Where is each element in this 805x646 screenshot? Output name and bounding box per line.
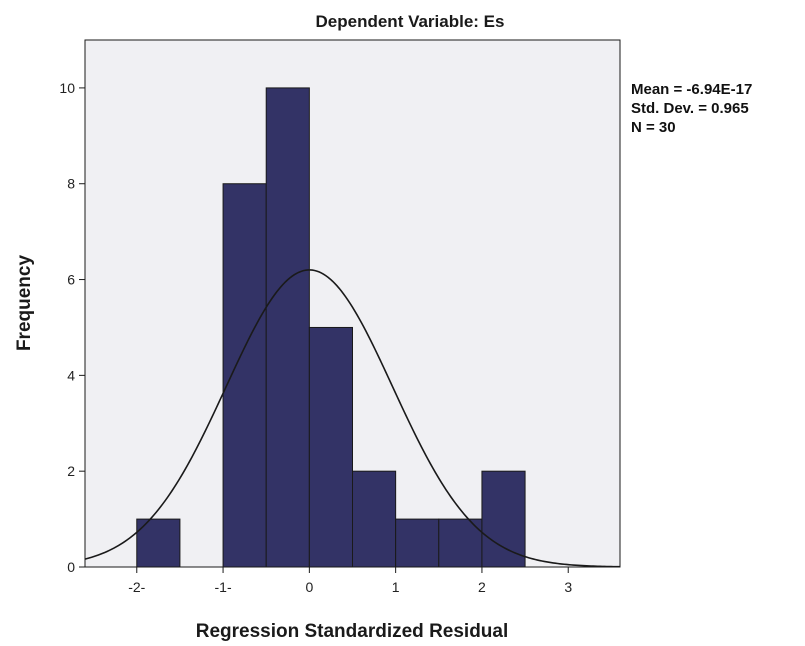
histogram-bar-3 bbox=[265, 87, 310, 568]
histogram-bar-0 bbox=[136, 518, 181, 568]
histogram-bar-8 bbox=[481, 470, 526, 568]
y-axis-label: Frequency bbox=[14, 255, 35, 352]
x-tick-label-3: 1 bbox=[392, 579, 400, 595]
stats-std-dev: Std. Dev. = 0.965 bbox=[631, 100, 749, 117]
x-tick-label-2: 0 bbox=[305, 579, 313, 595]
stats-mean: Mean = -6.94E-17 bbox=[631, 81, 752, 98]
stats-n: N = 30 bbox=[631, 119, 676, 136]
summary-stats: Mean = -6.94E-17 Std. Dev. = 0.965 N = 3… bbox=[631, 81, 752, 136]
chart-title: Dependent Variable: Es bbox=[316, 12, 505, 31]
x-axis-label: Regression Standardized Residual bbox=[196, 621, 509, 642]
x-tick-label-5: 3 bbox=[564, 579, 572, 595]
y-tick-label-2: 4 bbox=[67, 367, 75, 383]
histogram-bar-6 bbox=[395, 518, 440, 568]
y-tick-label-4: 8 bbox=[67, 176, 75, 192]
histogram-bars bbox=[136, 87, 526, 568]
y-tick-label-3: 6 bbox=[67, 272, 75, 288]
x-tick-label-1: -1- bbox=[215, 579, 232, 595]
histogram-bar-5 bbox=[352, 470, 397, 568]
x-tick-label-0: -2- bbox=[128, 579, 145, 595]
y-tick-label-5: 10 bbox=[59, 80, 75, 96]
y-tick-label-1: 2 bbox=[67, 463, 75, 479]
normal-curve bbox=[84, 269, 621, 568]
histogram-bar-2 bbox=[222, 183, 267, 568]
y-tick-label-0: 0 bbox=[67, 559, 75, 575]
x-axis: -2- -1- 0 1 2 3 bbox=[128, 567, 572, 595]
x-tick-label-4: 2 bbox=[478, 579, 486, 595]
y-axis: 0 2 4 6 8 10 bbox=[59, 80, 85, 575]
histogram-bar-7 bbox=[438, 518, 483, 568]
histogram-bar-4 bbox=[308, 326, 353, 568]
